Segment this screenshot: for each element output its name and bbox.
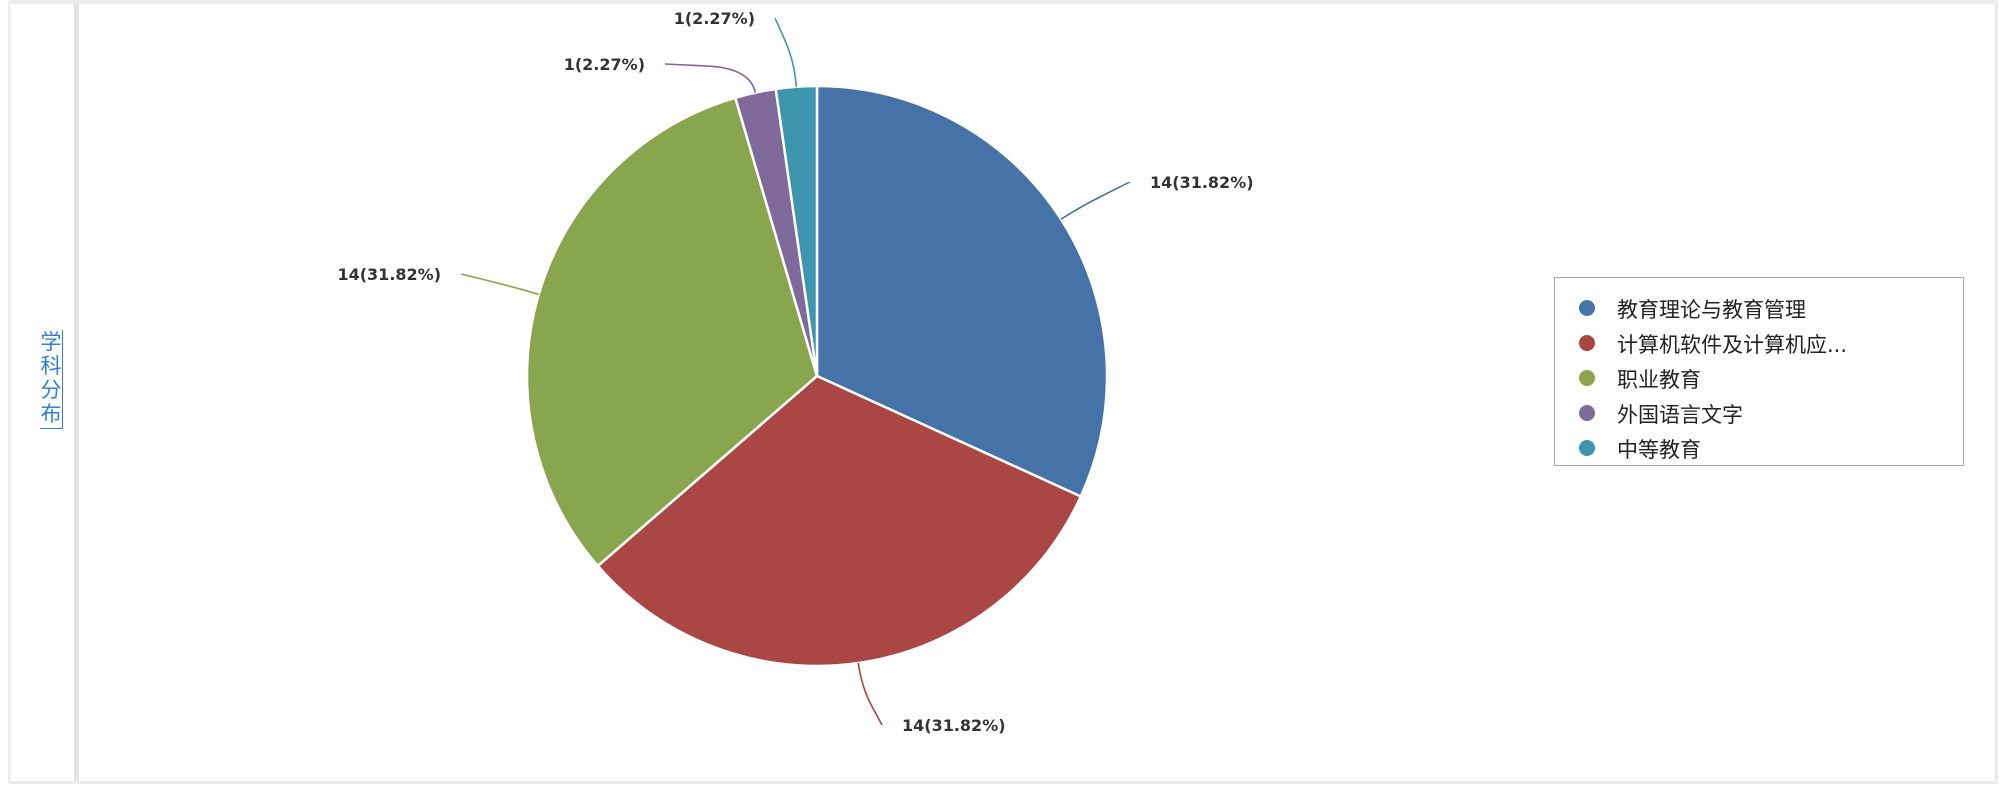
pie-slice[interactable] <box>774 84 819 378</box>
legend-marker-icon <box>1579 299 1595 316</box>
label-connector <box>664 63 757 93</box>
side-label-char: 科 <box>40 354 62 378</box>
pie-slice[interactable] <box>525 96 819 568</box>
pie-slice[interactable] <box>815 84 1109 498</box>
side-column <box>11 4 79 781</box>
pie-slice[interactable] <box>596 374 1083 668</box>
legend-label: 外国语言文字 <box>1617 402 1743 427</box>
legend-item[interactable]: 计算机软件及计算机应... <box>1555 329 1963 364</box>
legend-label: 中等教育 <box>1617 437 1701 462</box>
legend-marker-icon <box>1579 439 1595 456</box>
data-label: 14(31.82%) <box>1150 173 1254 192</box>
legend-label: 职业教育 <box>1617 367 1701 392</box>
legend-marker-icon <box>1579 404 1595 421</box>
legend-marker-icon <box>1579 334 1595 351</box>
legend-item[interactable]: 教育理论与教育管理 <box>1555 294 1963 329</box>
subject-distribution-tab[interactable]: 学 科 分 布 <box>40 330 63 429</box>
legend-item[interactable]: 职业教育 <box>1555 364 1963 399</box>
legend-label: 教育理论与教育管理 <box>1617 297 1806 322</box>
legend-marker-icon <box>1579 369 1595 386</box>
data-label: 1(2.27%) <box>564 55 645 74</box>
side-label-char: 分 <box>40 378 62 402</box>
legend: 教育理论与教育管理 计算机软件及计算机应... 职业教育 外国语言文字 中等教育 <box>1554 277 1964 466</box>
legend-label: 计算机软件及计算机应... <box>1617 332 1848 357</box>
data-label: 14(31.82%) <box>902 716 1006 735</box>
label-connector <box>1060 181 1131 220</box>
legend-item[interactable]: 中等教育 <box>1555 434 1963 469</box>
legend-item[interactable]: 外国语言文字 <box>1555 399 1963 434</box>
label-connector <box>857 662 883 726</box>
side-label-char: 学 <box>40 330 62 354</box>
data-label: 14(31.82%) <box>337 265 441 284</box>
label-connector <box>774 17 798 87</box>
data-label: 1(2.27%) <box>674 9 755 28</box>
side-label-char: 布 <box>40 402 62 426</box>
label-connector <box>460 273 539 296</box>
